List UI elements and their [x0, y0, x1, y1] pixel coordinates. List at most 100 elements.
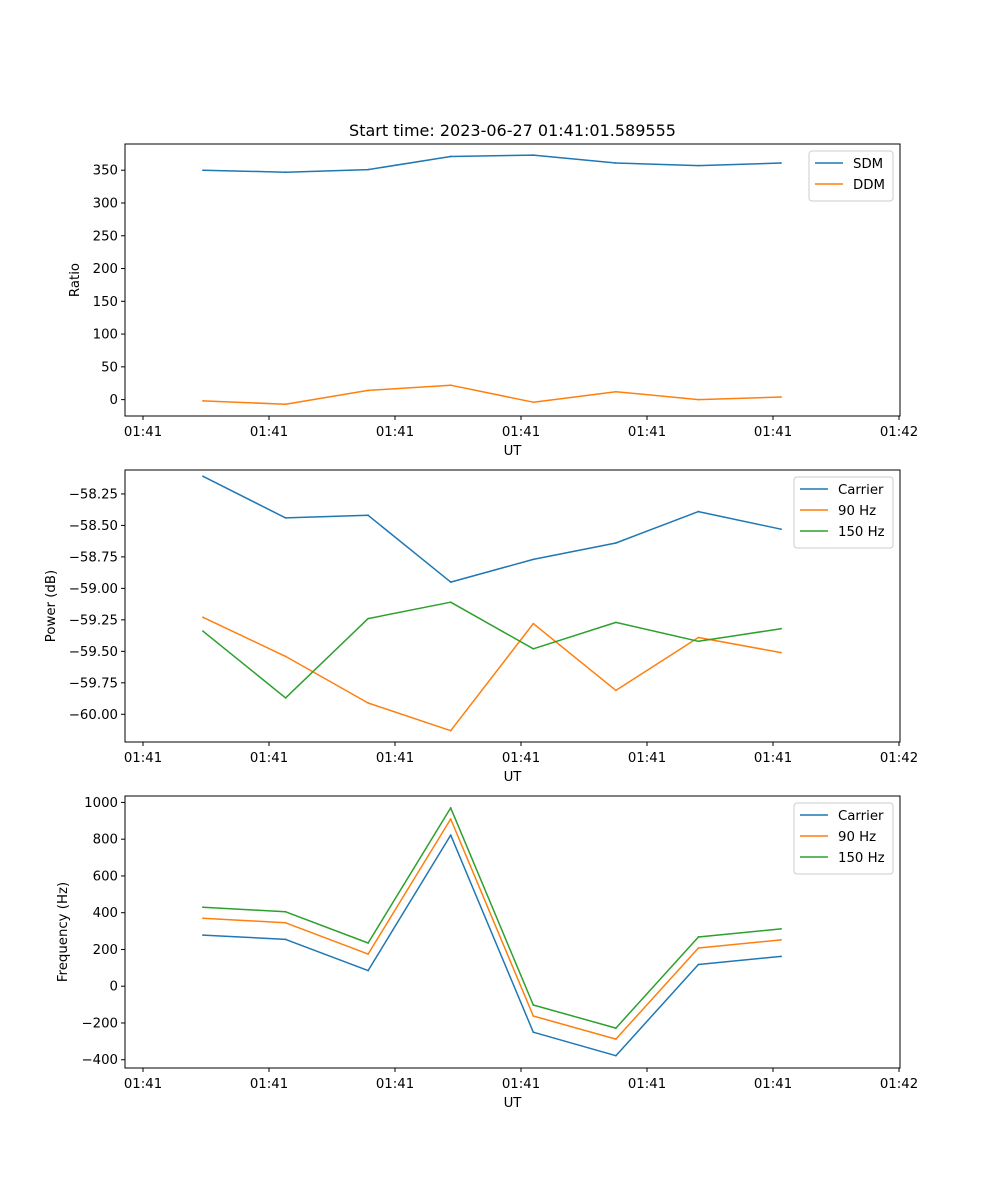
plot-frame	[124, 469, 901, 743]
data-point	[697, 164, 700, 167]
data-point	[780, 651, 782, 654]
series-line-ddm	[202, 384, 782, 405]
x-tick-label: 01:42	[880, 425, 918, 440]
data-point	[697, 636, 700, 639]
x-tick-label: 01:41	[376, 425, 414, 440]
data-point	[532, 647, 535, 650]
y-tick-label: −400	[81, 1053, 118, 1068]
data-point	[202, 917, 204, 920]
y-tick-label: 1000	[84, 796, 118, 811]
y-tick-label: 0	[110, 980, 118, 995]
series-line-carrier	[202, 834, 782, 1057]
legend-entry: 90 Hz	[838, 504, 876, 519]
data-point	[449, 581, 452, 583]
data-point	[532, 622, 535, 625]
legend-entry: Carrier	[838, 483, 884, 498]
y-axis-label: Frequency (Hz)	[56, 882, 71, 982]
legend-entry: Carrier	[838, 809, 884, 824]
y-tick-label: 300	[93, 196, 118, 211]
x-tick-label: 01:41	[124, 1077, 162, 1092]
x-tick-label: 01:41	[754, 1077, 792, 1092]
data-point	[449, 834, 452, 837]
data-point	[780, 528, 782, 531]
x-tick-label: 01:41	[250, 1077, 288, 1092]
data-point	[532, 401, 535, 404]
data-point	[449, 818, 452, 820]
x-tick-label: 01:41	[628, 1077, 666, 1092]
x-tick-label: 01:41	[502, 425, 540, 440]
data-point	[697, 947, 700, 949]
x-tick-label: 01:41	[376, 1077, 414, 1092]
data-point	[780, 162, 782, 164]
y-tick-label: 100	[93, 328, 118, 343]
chart-panel-3: −400 −200 0 200 400 600 800 1000 01:41 01:41 01:41…	[56, 795, 918, 1111]
x-tick-label: 01:41	[628, 751, 666, 766]
y-tick-label: −59.50	[69, 645, 118, 660]
y-axis-label: Ratio	[68, 263, 83, 297]
data-point	[367, 953, 370, 955]
data-point	[697, 640, 700, 643]
y-tick-label: 0	[110, 393, 118, 408]
data-point	[449, 807, 452, 809]
data-point	[202, 906, 204, 909]
data-point	[614, 621, 617, 624]
y-tick-label: 50	[101, 360, 118, 375]
data-point	[284, 655, 287, 658]
data-point	[532, 1015, 535, 1017]
y-tick-label: 600	[93, 869, 118, 884]
series-line-sdm	[202, 154, 782, 173]
plot-frame	[124, 795, 901, 1069]
data-point	[532, 1031, 535, 1034]
data-point	[449, 384, 452, 387]
data-point	[202, 934, 204, 937]
x-tick-label: 01:41	[376, 751, 414, 766]
x-tick-label: 01:41	[502, 1077, 540, 1092]
data-point	[532, 558, 535, 561]
data-point	[367, 168, 370, 171]
legend-entry: 150 Hz	[838, 851, 885, 866]
y-tick-label: 200	[93, 943, 118, 958]
y-tick-label: 350	[93, 164, 118, 179]
x-tick-label: 01:41	[250, 425, 288, 440]
data-point	[284, 171, 287, 174]
data-point	[367, 514, 370, 517]
data-point	[614, 1054, 617, 1057]
data-point	[367, 942, 370, 944]
data-point	[202, 169, 204, 172]
series-line-carrier	[202, 475, 782, 583]
data-point	[202, 475, 204, 478]
data-point	[284, 938, 287, 941]
plot-frame	[124, 143, 901, 417]
x-tick-label: 01:41	[754, 425, 792, 440]
data-point	[697, 963, 700, 966]
y-tick-label: −58.75	[69, 550, 118, 565]
data-point	[614, 689, 617, 692]
x-tick-label: 01:41	[124, 751, 162, 766]
data-point	[780, 396, 782, 398]
series-line-150-hz	[202, 807, 782, 1029]
data-point	[614, 390, 617, 393]
y-tick-label: 200	[93, 262, 118, 277]
x-tick-label: 01:42	[880, 1077, 918, 1092]
data-point	[697, 398, 700, 401]
data-point	[367, 389, 370, 392]
x-tick-label: 01:41	[754, 751, 792, 766]
data-point	[614, 1027, 617, 1030]
data-point	[284, 697, 287, 699]
y-tick-label: −58.25	[69, 487, 118, 502]
x-tick-label: 01:42	[880, 751, 918, 766]
y-tick-label: 250	[93, 229, 118, 244]
y-tick-label: −59.25	[69, 613, 118, 628]
y-tick-label: −58.50	[69, 519, 118, 534]
x-tick-label: 01:41	[502, 751, 540, 766]
data-point	[202, 630, 204, 633]
legend-entry: SDM	[853, 157, 883, 172]
y-tick-label: −60.00	[69, 708, 118, 723]
series-line-90-hz	[202, 616, 782, 732]
data-point	[284, 516, 287, 519]
data-point	[367, 702, 370, 704]
data-point	[780, 927, 782, 930]
legend-entry: DDM	[853, 178, 885, 193]
x-tick-label: 01:41	[124, 425, 162, 440]
data-point	[697, 936, 700, 938]
